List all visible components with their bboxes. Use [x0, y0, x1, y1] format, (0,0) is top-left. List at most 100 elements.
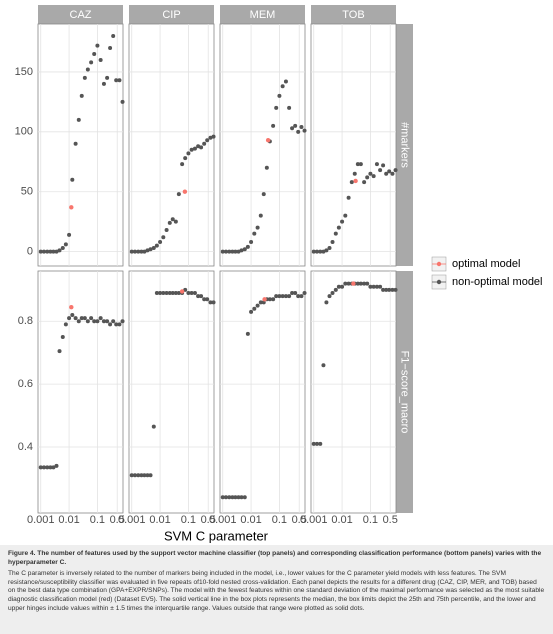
- y-tick-label: 150: [15, 66, 33, 78]
- point: [393, 287, 398, 292]
- point: [48, 249, 53, 254]
- y-tick-label: 100: [15, 126, 33, 138]
- x-tick-label: 0.1: [272, 514, 287, 526]
- point: [164, 291, 169, 295]
- point: [302, 128, 307, 133]
- point: [98, 316, 103, 321]
- strip-label: #markers: [399, 122, 411, 168]
- point: [264, 165, 269, 170]
- x-tick-label: 0.5: [292, 514, 307, 526]
- legend-label: optimal model: [452, 258, 520, 270]
- point: [220, 249, 225, 254]
- point: [117, 78, 122, 83]
- point: [111, 319, 116, 324]
- point: [236, 249, 241, 254]
- legend-dot: [436, 279, 442, 285]
- point: [258, 300, 263, 305]
- point: [73, 141, 78, 146]
- point: [120, 319, 125, 324]
- x-tick-label: 0.5: [201, 514, 216, 526]
- point: [82, 75, 87, 80]
- point: [38, 249, 43, 254]
- point: [139, 249, 144, 254]
- point: [136, 473, 141, 478]
- panel: [310, 270, 397, 514]
- point: [374, 284, 379, 289]
- point: [230, 249, 235, 254]
- point: [343, 281, 348, 286]
- point: [220, 495, 225, 500]
- optimal-point: [69, 205, 74, 210]
- point: [73, 316, 78, 321]
- point: [358, 281, 363, 286]
- point: [57, 349, 62, 354]
- point: [164, 228, 169, 233]
- point: [290, 291, 295, 295]
- point: [120, 99, 125, 104]
- point: [176, 291, 181, 295]
- point: [390, 171, 395, 176]
- point: [129, 473, 134, 478]
- point: [362, 281, 367, 286]
- x-tick-label: 0.001: [118, 514, 146, 526]
- point: [223, 495, 228, 500]
- point: [239, 495, 244, 500]
- chart: SVM C parameter CAZ CIP MEM TOB 0 50 100 150 #ma…: [15, 5, 543, 543]
- point: [252, 306, 257, 311]
- point: [45, 465, 50, 470]
- strip: [396, 271, 413, 513]
- point: [277, 294, 282, 299]
- x-tick-label: 0.001: [209, 514, 237, 526]
- point: [271, 123, 276, 128]
- point: [142, 473, 147, 478]
- point: [311, 249, 316, 254]
- point: [189, 147, 194, 152]
- point: [186, 151, 191, 156]
- point: [82, 316, 87, 321]
- point: [355, 162, 360, 167]
- caption-title: Figure 4. The number of features used by…: [8, 550, 542, 566]
- point: [199, 294, 204, 299]
- point: [371, 174, 376, 179]
- point: [89, 60, 94, 65]
- point: [368, 284, 373, 289]
- point: [283, 79, 288, 84]
- optimal-point: [262, 297, 267, 302]
- point: [51, 465, 56, 470]
- point: [85, 67, 90, 72]
- point: [381, 163, 386, 168]
- point: [70, 313, 75, 317]
- point: [327, 294, 332, 299]
- point: [242, 495, 247, 500]
- point: [136, 249, 141, 254]
- point: [340, 284, 345, 289]
- point: [67, 232, 72, 237]
- point: [365, 281, 370, 286]
- point: [161, 235, 166, 240]
- x-tick-label: 0.01: [331, 514, 352, 526]
- point: [67, 316, 72, 321]
- point: [374, 162, 379, 167]
- point: [227, 249, 232, 254]
- point: [196, 294, 201, 299]
- point: [148, 473, 153, 478]
- y-tick-label: 0.6: [18, 378, 33, 390]
- point: [296, 294, 301, 299]
- point: [132, 473, 137, 478]
- point: [95, 43, 100, 48]
- point: [333, 231, 338, 236]
- x-tick-label: 0.1: [363, 514, 378, 526]
- x-tick-label: 0.1: [181, 514, 196, 526]
- point: [63, 242, 68, 247]
- optimal-point: [182, 189, 188, 194]
- point: [117, 322, 122, 327]
- legend-dot: [436, 261, 442, 267]
- point: [293, 123, 298, 128]
- point: [79, 93, 84, 98]
- point: [227, 495, 232, 500]
- point: [299, 125, 304, 130]
- point: [38, 465, 43, 470]
- point: [211, 134, 216, 139]
- point: [60, 246, 65, 251]
- point: [180, 162, 185, 167]
